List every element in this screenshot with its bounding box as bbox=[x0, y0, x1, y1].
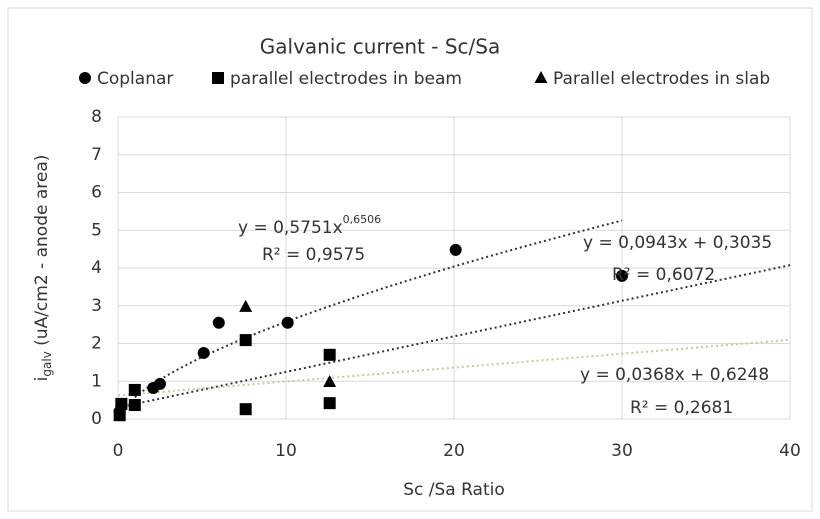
x-tick-label: 0 bbox=[113, 441, 124, 461]
y-label-main: i bbox=[32, 377, 52, 382]
trendline-equation: y = 0,0943x + 0,3035 bbox=[583, 233, 772, 253]
point bbox=[449, 243, 462, 256]
point bbox=[239, 334, 252, 347]
y-label-rest: (uA/cm2 - anode area) bbox=[32, 155, 52, 352]
trendline-r2: R² = 0,9575 bbox=[262, 245, 365, 265]
legend-marker bbox=[212, 72, 224, 84]
point bbox=[281, 316, 294, 329]
point bbox=[113, 409, 126, 422]
trendline-r2: R² = 0,6072 bbox=[612, 265, 715, 285]
point bbox=[197, 346, 210, 359]
point bbox=[154, 377, 166, 390]
x-tick-label: 10 bbox=[275, 441, 297, 461]
point bbox=[616, 269, 628, 282]
legend-marker bbox=[79, 72, 91, 84]
equation-base: y = 0,5751x bbox=[238, 218, 343, 238]
y-tick-label: 8 bbox=[91, 107, 102, 127]
chart-title: Galvanic current - Sc/Sa bbox=[260, 35, 500, 59]
point bbox=[212, 316, 225, 329]
point bbox=[323, 375, 337, 388]
legend-label: parallel electrodes in beam bbox=[230, 69, 462, 89]
point bbox=[115, 397, 128, 410]
trendline-equation: y = 0,0368x + 0,6248 bbox=[580, 365, 769, 385]
trendline-equation: y = 0,5751x0,6506 bbox=[238, 213, 381, 238]
trendline-r2: R² = 0,2681 bbox=[630, 398, 733, 418]
chart-frame bbox=[7, 7, 813, 512]
x-tick-label: 30 bbox=[611, 441, 633, 461]
x-tick-label: 20 bbox=[443, 441, 465, 461]
point bbox=[128, 383, 141, 396]
point bbox=[323, 397, 336, 410]
point bbox=[323, 348, 336, 361]
equation-exponent: 0,6506 bbox=[343, 213, 382, 226]
trendline bbox=[134, 219, 623, 399]
y-tick-label: 2 bbox=[91, 334, 102, 354]
x-tick-label: 40 bbox=[779, 441, 801, 461]
legend-label: Parallel electrodes in slab bbox=[553, 69, 770, 89]
trendline bbox=[117, 338, 791, 397]
y-tick-label: 7 bbox=[91, 145, 102, 165]
legend-marker bbox=[534, 71, 548, 83]
x-axis-label: Sc /Sa Ratio bbox=[403, 480, 505, 500]
y-tick-label: 6 bbox=[91, 183, 102, 203]
y-tick-label: 1 bbox=[91, 371, 102, 391]
y-axis-label: igalv (uA/cm2 - anode area) bbox=[32, 155, 54, 382]
point bbox=[239, 299, 253, 312]
y-tick-label: 4 bbox=[91, 258, 102, 278]
y-tick-label: 5 bbox=[91, 220, 102, 240]
point bbox=[239, 403, 252, 416]
point bbox=[128, 399, 141, 412]
y-tick-label: 0 bbox=[91, 409, 102, 429]
y-tick-label: 3 bbox=[91, 296, 102, 316]
y-label-sub: galv bbox=[40, 351, 54, 376]
legend-label: Coplanar bbox=[97, 69, 173, 89]
